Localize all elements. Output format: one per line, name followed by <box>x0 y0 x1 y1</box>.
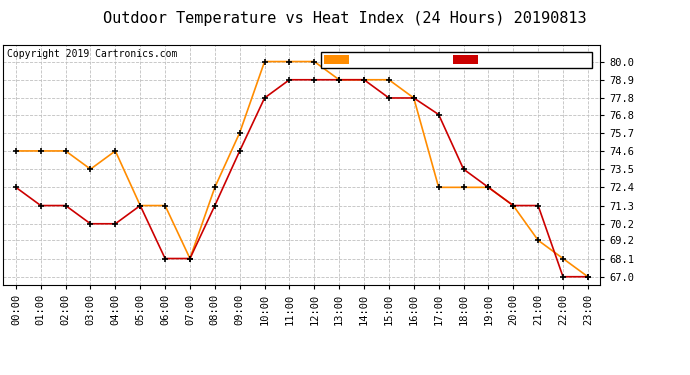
Text: Copyright 2019 Cartronics.com: Copyright 2019 Cartronics.com <box>7 49 177 59</box>
Legend: Heat Index (°F), Temperature (°F): Heat Index (°F), Temperature (°F) <box>322 52 592 68</box>
Text: Outdoor Temperature vs Heat Index (24 Hours) 20190813: Outdoor Temperature vs Heat Index (24 Ho… <box>104 11 586 26</box>
